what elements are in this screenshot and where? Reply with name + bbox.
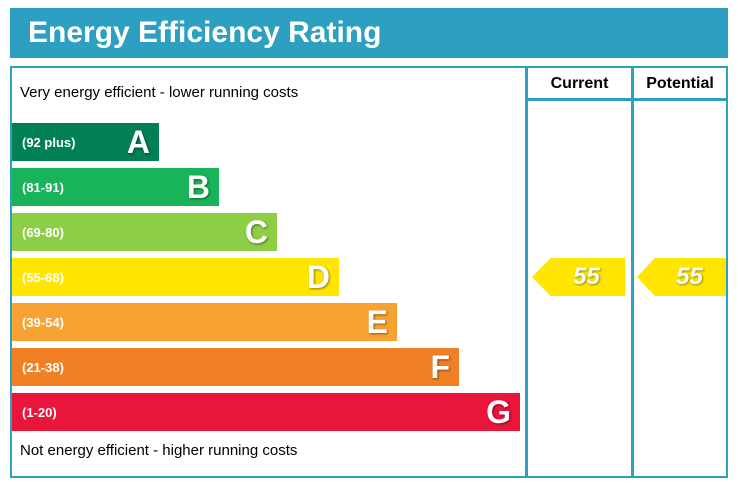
band-letter: F (430, 349, 450, 385)
epc-chart-area: Very energy efficient - lower running co… (10, 66, 728, 478)
band-d: (55-68) D (12, 258, 339, 296)
current-column-divider (525, 68, 528, 476)
potential-column-header: Potential (646, 75, 714, 92)
band-letter: B (186, 169, 210, 205)
band-range-label: (21-38) (22, 359, 64, 375)
band-e: (39-54) E (12, 303, 397, 341)
band-letter: D (306, 259, 330, 295)
column-header-underline (525, 98, 726, 101)
band-letter: C (244, 214, 268, 250)
band-letter: A (126, 124, 150, 160)
current-column-header: Current (550, 75, 609, 92)
band-a: (92 plus) A (12, 123, 159, 161)
band-letter: E (366, 304, 388, 340)
page-title: Energy Efficiency Rating (10, 8, 728, 58)
potential-column-divider (631, 68, 634, 476)
band-range-label: (39-54) (22, 314, 64, 330)
band-range-label: (92 plus) (22, 134, 76, 150)
band-letter: G (486, 394, 511, 430)
caption-top: Very energy efficient - lower running co… (20, 84, 299, 101)
band-range-label: (69-80) (22, 224, 64, 240)
current-rating-arrow: 55 (532, 258, 625, 296)
potential-rating-arrow: 55 (637, 258, 726, 296)
band-range-label: (1-20) (22, 404, 57, 420)
caption-bottom: Not energy efficient - higher running co… (20, 442, 298, 459)
band-b: (81-91) B (12, 168, 219, 206)
band-range-label: (81-91) (22, 179, 64, 195)
band-range-label: (55-68) (22, 269, 64, 285)
band-g: (1-20) G (12, 393, 520, 431)
band-f: (21-38) F (12, 348, 459, 386)
band-c: (69-80) C (12, 213, 277, 251)
